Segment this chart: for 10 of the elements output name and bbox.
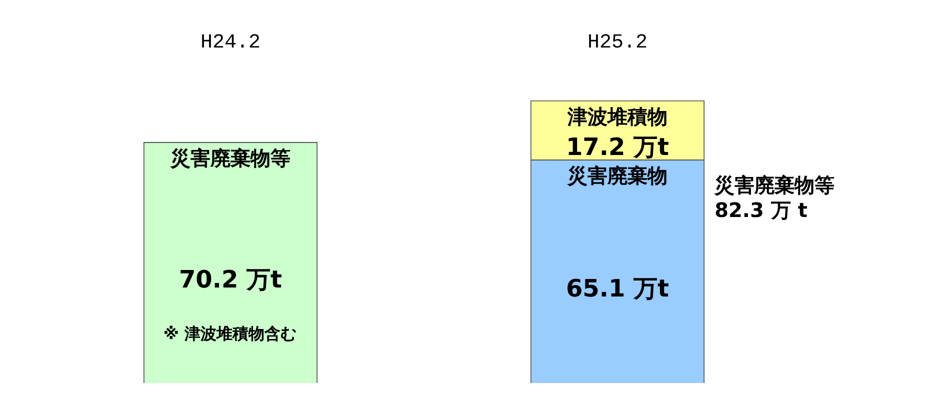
data-label: 70.2 万t bbox=[178, 266, 282, 294]
series-label: 災害廃棄物等 bbox=[170, 146, 290, 170]
x-tick-label: H24.2 bbox=[200, 31, 261, 54]
total-label: 災害廃棄物等 82.3 万 t bbox=[714, 173, 835, 222]
x-tick-label: H25.2 bbox=[587, 31, 648, 54]
data-label: 17.2 万t bbox=[566, 133, 670, 162]
series-label: 災害廃棄物 bbox=[566, 164, 668, 188]
series-label: 津波堆積物 bbox=[566, 104, 668, 129]
annotation: ※ 津波堆積物含む bbox=[163, 324, 297, 344]
data-label: 65.1 万t bbox=[566, 274, 670, 302]
